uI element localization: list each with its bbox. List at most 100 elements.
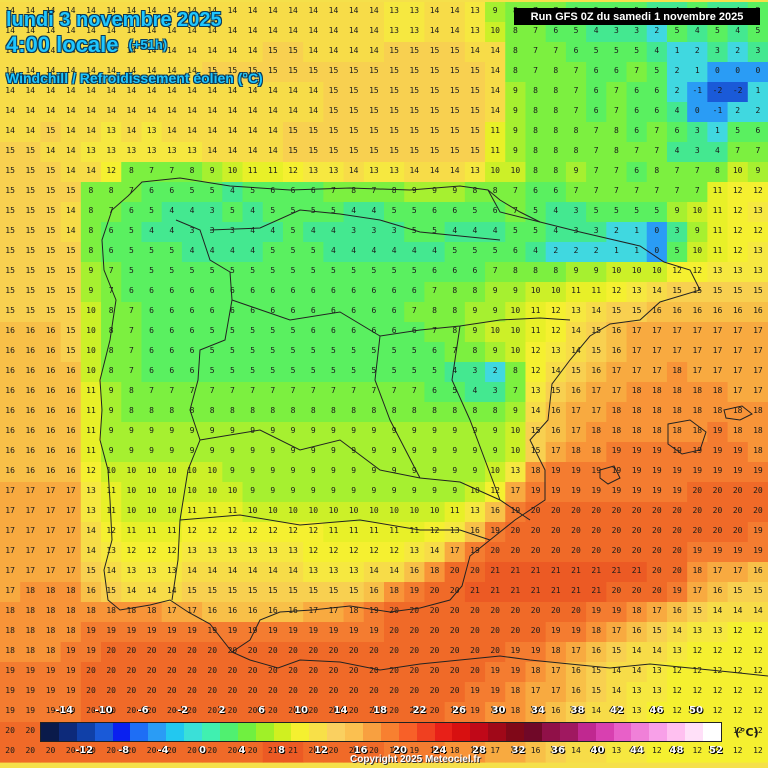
- field-cell: [60, 62, 82, 83]
- field-cell: [384, 682, 405, 703]
- field-value-label: 15: [591, 346, 601, 355]
- field-cell: [586, 642, 607, 663]
- field-value-label: 14: [248, 566, 258, 575]
- field-cell: [60, 302, 82, 323]
- field-value-label: 7: [634, 146, 639, 155]
- field-value-label: 2: [755, 106, 760, 115]
- field-value-label: 8: [109, 326, 114, 335]
- field-cell: [707, 142, 729, 163]
- field-cell: [202, 382, 223, 403]
- field-cell: [707, 382, 729, 403]
- field-cell: [464, 382, 486, 403]
- field-value-label: 9: [270, 466, 275, 475]
- field-cell: [282, 682, 304, 703]
- field-cell: [121, 562, 143, 583]
- field-cell: [565, 182, 587, 203]
- field-cell: [666, 282, 688, 303]
- field-cell: [646, 42, 668, 63]
- field-value-label: 8: [89, 246, 94, 255]
- field-cell: [262, 142, 284, 163]
- field-value-label: 5: [331, 206, 336, 215]
- field-value-label: 9: [371, 446, 376, 455]
- field-value-label: 9: [432, 446, 437, 455]
- field-cell: [282, 602, 304, 623]
- field-cell: [565, 262, 587, 283]
- field-cell: [40, 342, 62, 363]
- field-cell: [444, 342, 466, 363]
- field-cell: [363, 222, 385, 243]
- field-value-label: 12: [753, 186, 763, 195]
- field-cell: [60, 642, 82, 663]
- field-value-label: 14: [187, 86, 197, 95]
- field-cell: [60, 82, 82, 103]
- color-scale-label: -6: [137, 705, 149, 716]
- field-cell: [747, 82, 768, 103]
- field-value-label: 5: [614, 206, 619, 215]
- field-cell: [565, 542, 587, 563]
- field-cell: [505, 602, 527, 623]
- field-cell: [161, 242, 183, 263]
- field-value-label: 20: [167, 666, 177, 675]
- field-value-label: 15: [349, 86, 359, 95]
- field-value-label: 17: [713, 566, 723, 575]
- field-cell: [424, 262, 446, 283]
- field-cell: [485, 202, 506, 223]
- field-value-label: 16: [551, 406, 561, 415]
- field-value-label: 15: [5, 286, 15, 295]
- field-cell: [384, 622, 405, 643]
- field-value-label: 17: [5, 586, 15, 595]
- field-value-label: 9: [291, 486, 296, 495]
- field-cell: [727, 62, 749, 83]
- field-value-label: 5: [715, 26, 720, 35]
- field-value-label: 15: [66, 346, 76, 355]
- field-value-label: 17: [5, 546, 15, 555]
- field-cell: [626, 262, 648, 283]
- field-value-label: 14: [228, 126, 238, 135]
- field-cell: [323, 142, 345, 163]
- field-cell: [505, 82, 527, 103]
- field-value-label: 14: [450, 6, 460, 15]
- field-value-label: 13: [733, 266, 743, 275]
- field-cell: [323, 182, 345, 203]
- field-value-label: 12: [551, 306, 561, 315]
- field-value-label: 11: [450, 506, 460, 515]
- field-cell: [606, 542, 628, 563]
- field-value-label: 15: [5, 186, 15, 195]
- field-value-label: 9: [412, 186, 417, 195]
- field-value-label: 9: [452, 186, 457, 195]
- field-cell: [646, 682, 668, 703]
- field-cell: [404, 182, 426, 203]
- field-cell: [262, 382, 284, 403]
- field-cell: [242, 702, 264, 723]
- field-cell: [444, 502, 466, 523]
- field-value-label: 5: [675, 246, 680, 255]
- field-cell: [202, 182, 223, 203]
- field-cell: [384, 22, 405, 43]
- field-cell: [0, 682, 21, 703]
- field-cell: [181, 2, 203, 23]
- field-value-label: 15: [470, 86, 480, 95]
- field-cell: [384, 362, 405, 383]
- field-cell: [747, 542, 768, 563]
- field-value-label: 9: [493, 286, 498, 295]
- field-cell: [666, 342, 688, 363]
- field-value-label: 9: [412, 466, 417, 475]
- field-value-label: 8: [452, 406, 457, 415]
- field-value-label: 21: [551, 566, 561, 575]
- field-value-label: 8: [553, 126, 558, 135]
- field-value-label: 18: [591, 626, 601, 635]
- field-value-label: 5: [614, 46, 619, 55]
- field-cell: [444, 262, 466, 283]
- field-cell: [161, 582, 183, 603]
- field-value-label: 15: [25, 226, 35, 235]
- field-cell: [687, 422, 708, 443]
- field-value-label: 20: [511, 526, 521, 535]
- field-cell: [404, 402, 426, 423]
- field-cell: [384, 502, 405, 523]
- field-cell: [242, 62, 264, 83]
- field-cell: [384, 82, 405, 103]
- field-cell: [282, 42, 304, 63]
- field-cell: [565, 302, 587, 323]
- field-value-label: 5: [230, 266, 235, 275]
- field-value-label: 5: [311, 346, 316, 355]
